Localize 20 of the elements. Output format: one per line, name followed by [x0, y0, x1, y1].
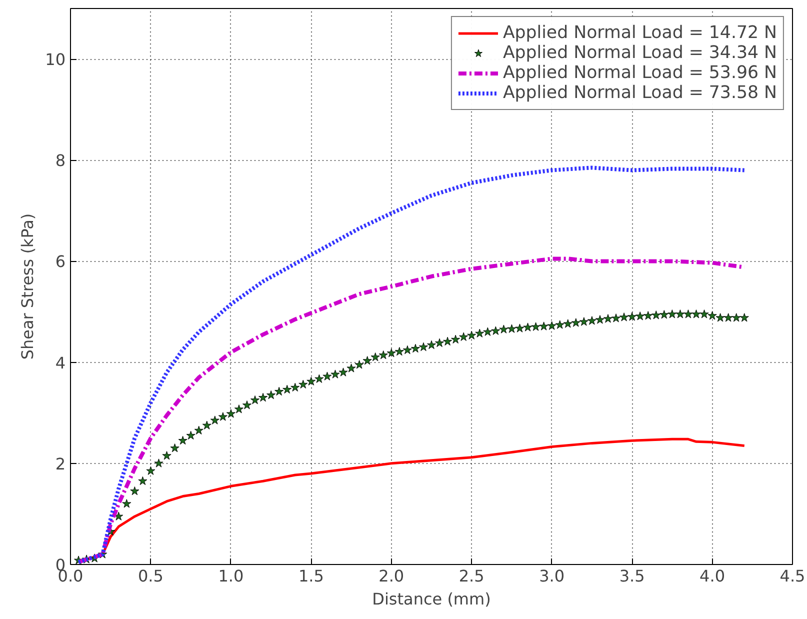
- y-tick-label: 10: [45, 50, 66, 70]
- legend-label: Applied Normal Load = 53.96 N: [502, 63, 777, 83]
- y-tick-label: 4: [55, 353, 66, 372]
- y-tick-label: 6: [55, 252, 66, 272]
- x-tick-label: 4.5: [780, 566, 806, 586]
- x-tick-label: 0.5: [138, 566, 164, 586]
- x-tick-label: 1.5: [298, 566, 324, 586]
- x-tick-label: 1.0: [218, 566, 244, 586]
- legend-label: Applied Normal Load = 14.72 N: [502, 23, 777, 43]
- y-axis-title: Shear Stress (kPa): [18, 213, 38, 360]
- x-axis-title: Distance (mm): [372, 590, 491, 608]
- legend-label: Applied Normal Load = 73.58 N: [502, 83, 777, 103]
- x-tick-label: 2.0: [378, 566, 404, 586]
- y-tick-label: 8: [55, 151, 66, 170]
- x-tick-label: 3.5: [619, 566, 645, 586]
- legend-label: Applied Normal Load = 34.34 N: [502, 43, 777, 63]
- x-tick-label: 3.0: [539, 566, 565, 586]
- x-tick-label: 2.5: [458, 566, 484, 586]
- x-tick-label: 4.0: [700, 566, 726, 586]
- y-tick-label: 2: [55, 454, 66, 474]
